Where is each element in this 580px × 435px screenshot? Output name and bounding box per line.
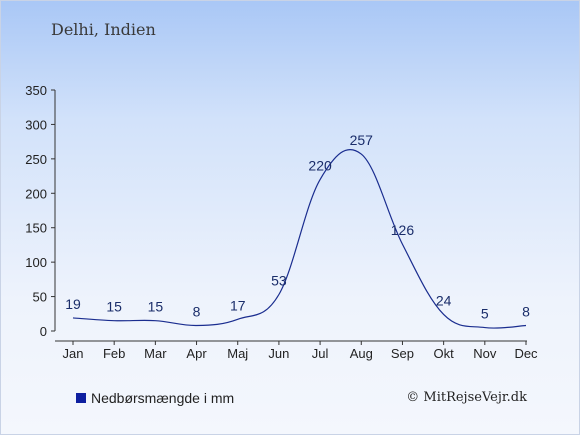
data-label: 53	[271, 273, 287, 289]
x-tick-label: Feb	[103, 346, 125, 361]
x-tick-label: Mar	[144, 346, 167, 361]
legend-swatch	[76, 393, 86, 404]
y-tick-label: 250	[25, 152, 47, 167]
data-labels: 19 15 15 8 17 53 220 257 126 24 5 8	[65, 132, 530, 322]
x-tick-label: Aug	[350, 346, 373, 361]
legend-label: Nedbørsmængde i mm	[91, 390, 235, 406]
x-tick-label: Nov	[473, 346, 497, 361]
x-tick-label: Maj	[227, 346, 248, 361]
x-tick-label: Okt	[434, 346, 455, 361]
x-tick-label: Sep	[391, 346, 414, 361]
precipitation-line	[72, 149, 527, 329]
data-label: 8	[522, 303, 530, 319]
data-label: 220	[308, 158, 332, 174]
x-axis-ticks: Jan Feb Mar Apr Maj Jun Jul Aug Sep Okt Nov Dec	[63, 341, 538, 361]
data-label: 257	[350, 132, 374, 148]
y-tick-label: 350	[25, 83, 47, 98]
y-axis-ticks: 0 50 100 150 200 250 300 350	[25, 83, 55, 339]
data-label: 5	[481, 306, 489, 322]
chart-title: Delhi, Indien	[51, 20, 156, 39]
y-tick-label: 300	[25, 117, 47, 132]
y-tick-label: 0	[40, 324, 47, 339]
data-label: 24	[436, 292, 452, 308]
data-label: 126	[391, 222, 415, 238]
x-tick-label: Jan	[63, 346, 84, 361]
y-tick-label: 150	[25, 221, 47, 236]
data-label: 15	[148, 299, 164, 315]
copyright-text: © MitRejseVejr.dk	[406, 390, 527, 405]
y-tick-label: 200	[25, 186, 47, 201]
x-tick-label: Apr	[186, 346, 207, 361]
x-tick-label: Jun	[268, 346, 289, 361]
y-tick-label: 100	[25, 255, 47, 270]
data-label: 17	[230, 297, 246, 313]
y-tick-label: 50	[33, 290, 47, 305]
x-tick-label: Jul	[312, 346, 329, 361]
data-label: 8	[193, 303, 201, 319]
data-label: 15	[106, 299, 122, 315]
data-label: 19	[65, 296, 81, 312]
chart-axes	[54, 90, 527, 342]
x-tick-label: Dec	[514, 346, 538, 361]
legend: Nedbørsmængde i mm	[76, 390, 234, 406]
series-layer	[72, 149, 527, 329]
